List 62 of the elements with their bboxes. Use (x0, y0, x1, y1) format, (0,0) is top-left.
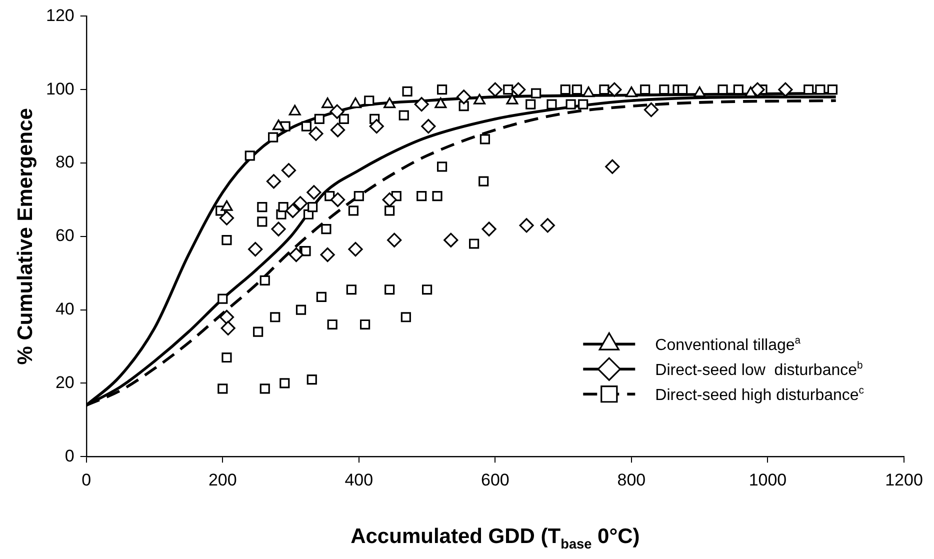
point (219, 210, 234, 226)
point (778, 82, 793, 97)
point (456, 90, 472, 104)
x-tick-label: 600 (480, 470, 510, 490)
point (322, 97, 334, 108)
point (414, 96, 429, 112)
point (220, 320, 236, 336)
point (582, 86, 595, 98)
x-tick-label: 800 (617, 470, 646, 490)
point (350, 97, 362, 108)
x-tick-label: 0 (82, 470, 92, 490)
point (387, 232, 402, 248)
point (540, 218, 555, 233)
point (694, 86, 706, 98)
point (444, 232, 458, 248)
y-tick-label: 20 (55, 372, 74, 392)
point (219, 310, 234, 324)
point (308, 126, 324, 141)
x-tick-label: 400 (344, 470, 374, 490)
point (421, 119, 436, 134)
point (382, 192, 397, 207)
point (434, 97, 447, 108)
point (220, 200, 233, 211)
point (271, 222, 286, 236)
point (750, 82, 765, 97)
y-tick-label: 60 (55, 226, 74, 246)
point (625, 86, 638, 98)
point (306, 185, 322, 200)
point (330, 192, 346, 207)
y-tick-label: 40 (55, 299, 74, 318)
point (744, 86, 757, 98)
x-tick-label: 1200 (885, 470, 923, 490)
point (281, 163, 296, 178)
point (272, 120, 285, 130)
point (248, 242, 263, 257)
point (511, 82, 526, 97)
point (348, 242, 363, 257)
point (266, 174, 282, 189)
point (320, 247, 335, 262)
point (488, 82, 502, 97)
point (288, 104, 301, 116)
point (519, 218, 534, 233)
y-tick-label: 100 (46, 79, 74, 98)
y-tick-label: 80 (55, 152, 74, 172)
point (644, 102, 659, 118)
point (605, 159, 620, 174)
point (293, 196, 308, 211)
x-tick-label: 1000 (748, 470, 787, 490)
point (369, 119, 384, 134)
point (330, 104, 344, 119)
point (384, 97, 396, 108)
point (474, 94, 486, 104)
point (288, 247, 304, 262)
point (506, 94, 518, 104)
y-tick-label: 120 (46, 6, 74, 25)
y-tick-label: 0 (64, 446, 74, 466)
x-tick-label: 200 (208, 470, 237, 490)
point (286, 203, 300, 218)
point (482, 222, 496, 236)
y-axis-title: % Cumulative Emergence (14, 108, 37, 365)
point (330, 122, 346, 138)
point (607, 82, 622, 97)
